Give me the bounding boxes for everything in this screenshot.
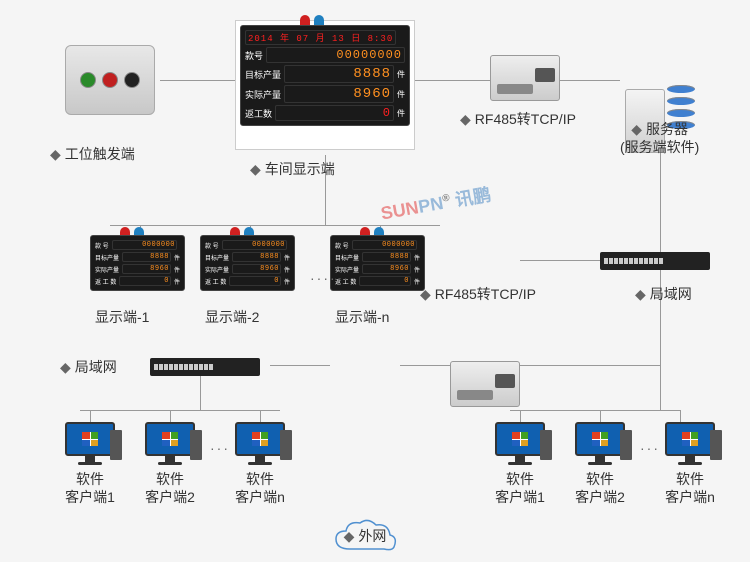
server-label: ◆服务器 (服务端软件) — [620, 120, 699, 156]
trigger-box-icon — [65, 45, 155, 115]
led-board-big: 2014 年 07 月 13 日 8:30 款号00000000 目标产量888… — [240, 25, 410, 126]
pc-icon — [570, 422, 630, 465]
ellipsis-icon: ··· — [210, 440, 230, 456]
converter-icon — [450, 361, 520, 407]
switch-icon — [600, 252, 710, 270]
wire — [510, 410, 680, 411]
pc-icon — [140, 422, 200, 465]
trigger-label: ◆工位触发端 — [50, 145, 135, 163]
small-display-node: 款 号0000000目标产量8888件实际产量8960件返 工 数0件 — [90, 235, 185, 291]
wire — [520, 260, 600, 261]
switch-right-label: ◆局域网 — [635, 285, 692, 303]
wire — [410, 80, 490, 81]
trigger-node — [65, 45, 155, 115]
wire — [200, 375, 201, 410]
workshop-display-label: ◆车间显示端 — [250, 160, 335, 178]
wire — [600, 410, 601, 422]
wire — [160, 80, 240, 81]
small-display-node: 款 号0000000目标产量8888件实际产量8960件返 工 数0件 — [200, 235, 295, 291]
client-label: 软件客户端1 — [485, 470, 555, 506]
wire — [80, 410, 280, 411]
small-display-label: 显示端-n — [335, 308, 389, 326]
client-label: 软件客户端n — [225, 470, 295, 506]
wire — [560, 80, 620, 81]
wire — [170, 410, 171, 422]
wire — [110, 225, 440, 226]
led-board-small: 款 号0000000目标产量8888件实际产量8960件返 工 数0件 — [90, 235, 185, 291]
wire — [400, 365, 660, 366]
wire — [260, 410, 261, 422]
pc-icon — [490, 422, 550, 465]
switch-icon — [150, 358, 260, 376]
converter1-label: ◆RF485转TCP/IP — [460, 110, 576, 128]
converter-icon — [490, 55, 560, 101]
wire — [680, 410, 681, 422]
led-board-small: 款 号0000000目标产量8888件实际产量8960件返 工 数0件 — [200, 235, 295, 291]
wire — [520, 410, 521, 422]
workshop-display-node: 2014 年 07 月 13 日 8:30 款号00000000 目标产量888… — [240, 25, 410, 126]
wire — [90, 410, 91, 422]
client-label: 软件客户端n — [655, 470, 725, 506]
siren-icon — [300, 15, 324, 25]
client-label: 软件客户端2 — [135, 470, 205, 506]
cloud-icon: ◆外网 — [330, 517, 400, 557]
small-display-label: 显示端-1 — [95, 308, 149, 326]
ellipsis-icon: ··· — [640, 440, 660, 456]
pc-icon — [660, 422, 720, 465]
wire — [270, 365, 330, 366]
client-label: 软件客户端1 — [55, 470, 125, 506]
watermark: SUNPN® 讯鹏 — [379, 181, 493, 226]
converter2-label: ◆RF485转TCP/IP — [420, 285, 536, 303]
pc-icon — [60, 422, 120, 465]
switch-left-label: ◆局域网 — [60, 358, 117, 376]
ellipsis-icon: ······ — [310, 270, 350, 286]
pc-icon — [230, 422, 290, 465]
client-label: 软件客户端2 — [565, 470, 635, 506]
small-display-label: 显示端-2 — [205, 308, 259, 326]
